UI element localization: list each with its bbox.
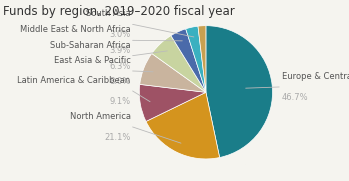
Text: 3.9%: 3.9% xyxy=(109,46,131,55)
Text: Funds by region, 2019–2020 fiscal year: Funds by region, 2019–2020 fiscal year xyxy=(3,5,235,18)
Wedge shape xyxy=(152,36,206,92)
Text: Europe & Central Asia: Europe & Central Asia xyxy=(282,72,349,81)
Wedge shape xyxy=(206,26,273,157)
Text: North America: North America xyxy=(69,112,131,121)
Text: 46.7%: 46.7% xyxy=(282,93,309,102)
Text: 21.1%: 21.1% xyxy=(104,133,131,142)
Wedge shape xyxy=(146,92,220,159)
Text: Latin America & Caribbean: Latin America & Caribbean xyxy=(17,76,131,85)
Wedge shape xyxy=(140,54,206,92)
Text: East Asia & Pacific: East Asia & Pacific xyxy=(54,56,131,65)
Wedge shape xyxy=(186,26,206,92)
Text: Middle East & North Africa: Middle East & North Africa xyxy=(20,25,131,34)
Wedge shape xyxy=(198,26,206,92)
Wedge shape xyxy=(171,29,206,92)
Text: 3.0%: 3.0% xyxy=(109,30,131,39)
Text: 6.3%: 6.3% xyxy=(109,62,131,71)
Text: South Asia: South Asia xyxy=(86,9,131,18)
Text: 8.0%: 8.0% xyxy=(109,77,131,86)
Wedge shape xyxy=(139,84,206,121)
Text: 9.1%: 9.1% xyxy=(110,97,131,106)
Text: Sub-Saharan Africa: Sub-Saharan Africa xyxy=(50,41,131,50)
